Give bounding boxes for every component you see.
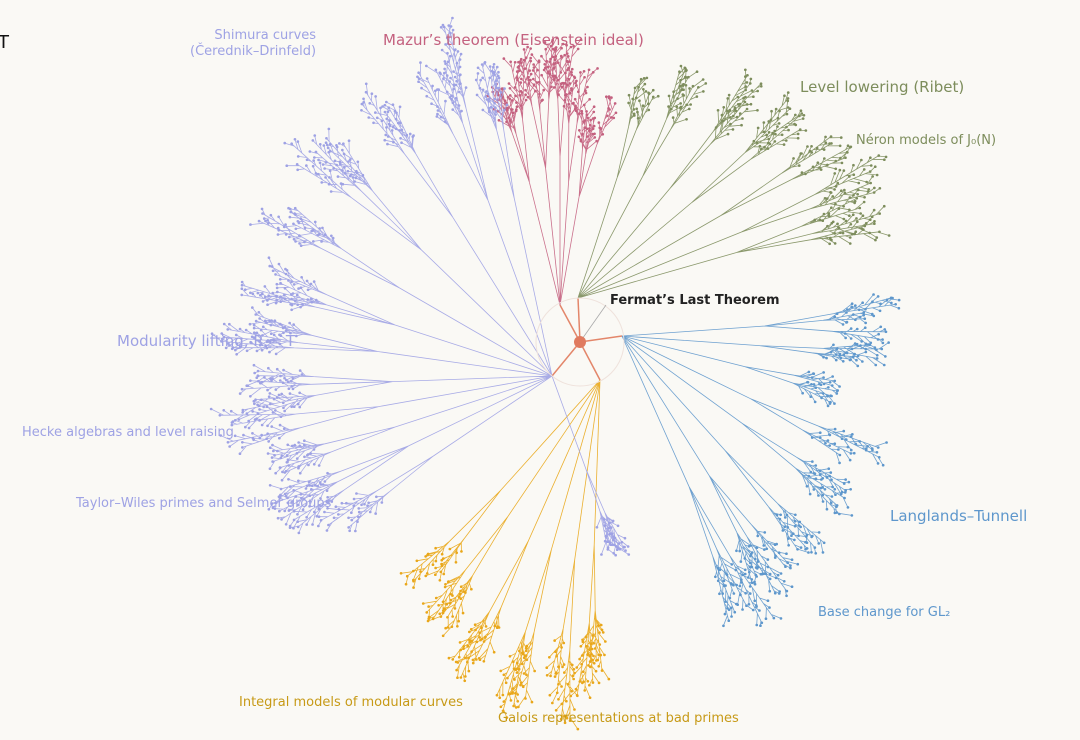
topic-label: Level lowering (Ribet) xyxy=(800,78,964,96)
hub-link xyxy=(577,297,581,343)
topic-label: Langlands–Tunnell xyxy=(890,507,1027,525)
topic-label: Galois representations at bad primes xyxy=(498,711,739,727)
topic-label: Néron models of J₀(N) xyxy=(856,133,996,149)
topic-label-line: Level lowering (Ribet) xyxy=(800,78,965,96)
branches xyxy=(210,17,629,556)
topic-label: Mazur’s theorem (Eisenstein ideal) xyxy=(383,31,644,49)
topic-label-line: (Čerednik–Drinfeld) xyxy=(190,44,317,59)
center-label: Fermat’s Last Theorem xyxy=(610,293,780,308)
topic-label-line: Galois representations at bad primes xyxy=(498,711,739,726)
topic-label: Base change for GL₂ xyxy=(818,605,950,621)
hub-link xyxy=(559,304,581,343)
topic-label-line: Shimura curves xyxy=(214,28,317,43)
topic-label-line: Langlands–Tunnell xyxy=(890,507,1028,525)
leaf-dots xyxy=(714,293,901,628)
topic-label: Modularity lifting, R = T xyxy=(117,332,295,350)
topic-label: Integral models of modular curves xyxy=(239,695,463,711)
branches xyxy=(577,65,890,299)
topic-label: Hecke algebras and level raising xyxy=(22,425,234,441)
hub-link xyxy=(579,341,601,381)
topic-label-line: Base change for GL₂ xyxy=(818,605,951,620)
branches xyxy=(487,37,617,306)
center-halo xyxy=(535,297,625,387)
branches xyxy=(400,379,610,730)
leaf-dots xyxy=(399,546,611,731)
hub-link xyxy=(551,341,581,377)
topic-label-line: Mazur’s theorem (Eisenstein ideal) xyxy=(383,31,644,49)
hub-link xyxy=(579,335,623,343)
center-node xyxy=(574,336,586,348)
topic-label-line: Modularity lifting, R = T xyxy=(117,332,296,350)
leaf-dots xyxy=(627,64,891,246)
topic-label-line: Taylor–Wiles primes and Selmer groups xyxy=(76,496,332,511)
topic-label-line: Néron models of J₀(N) xyxy=(856,133,997,148)
leaf-dots xyxy=(209,16,631,557)
topic-label-line: Hecke algebras and level raising xyxy=(22,425,234,440)
topic-label-line: Integral models of modular curves xyxy=(239,695,463,710)
topic-label: Shimura curves (Čerednik–Drinfeld) xyxy=(190,28,316,60)
center-pointer xyxy=(579,304,607,343)
edge-title: T xyxy=(0,32,9,53)
topic-label: Taylor–Wiles primes and Selmer groups xyxy=(76,496,331,512)
